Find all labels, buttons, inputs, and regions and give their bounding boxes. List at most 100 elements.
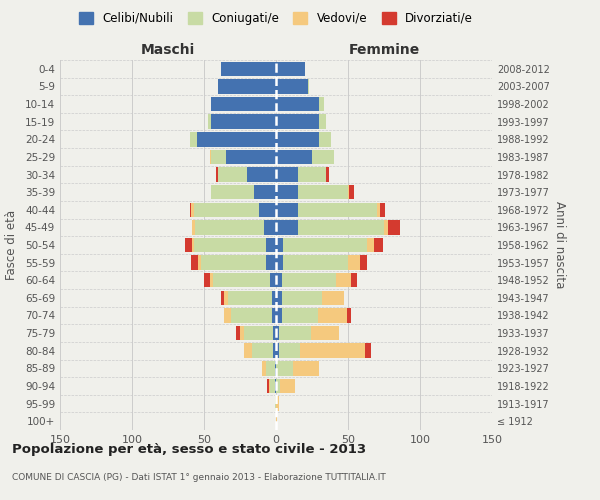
Bar <box>244 344 251 358</box>
Bar <box>298 220 384 234</box>
Bar <box>349 185 354 200</box>
Bar <box>377 202 380 217</box>
Bar <box>232 308 272 322</box>
Bar <box>293 361 319 376</box>
Bar <box>266 238 276 252</box>
Bar <box>190 132 197 146</box>
Bar <box>374 238 383 252</box>
Bar <box>351 273 356 287</box>
Bar <box>318 308 347 322</box>
Bar <box>218 79 276 94</box>
Bar <box>388 220 400 234</box>
Bar <box>197 132 276 146</box>
Bar <box>262 361 266 376</box>
Bar <box>221 62 276 76</box>
Bar <box>276 220 298 234</box>
Bar <box>282 290 322 305</box>
Bar <box>276 114 319 129</box>
Bar <box>201 256 266 270</box>
Bar <box>276 273 282 287</box>
Bar <box>308 79 309 94</box>
Bar <box>221 290 224 305</box>
Bar <box>259 202 276 217</box>
Bar <box>365 344 371 358</box>
Bar <box>190 202 191 217</box>
Bar <box>191 256 198 270</box>
Bar <box>208 114 211 129</box>
Bar <box>266 361 275 376</box>
Bar <box>270 378 275 393</box>
Bar <box>282 273 337 287</box>
Bar <box>211 150 226 164</box>
Bar <box>348 185 349 200</box>
Bar <box>359 256 367 270</box>
Bar <box>224 290 229 305</box>
Bar <box>210 273 212 287</box>
Bar <box>251 344 273 358</box>
Bar <box>224 308 232 322</box>
Text: Maschi: Maschi <box>141 44 195 58</box>
Bar <box>275 396 276 411</box>
Bar <box>276 308 282 322</box>
Bar <box>275 361 276 376</box>
Bar <box>276 132 319 146</box>
Text: Femmine: Femmine <box>349 44 419 58</box>
Bar <box>337 273 351 287</box>
Text: COMUNE DI CASCIA (PG) - Dati ISTAT 1° gennaio 2013 - Elaborazione TUTTITALIA.IT: COMUNE DI CASCIA (PG) - Dati ISTAT 1° ge… <box>12 472 386 482</box>
Legend: Celibi/Nubili, Coniugati/e, Vedovi/e, Divorziati/e: Celibi/Nubili, Coniugati/e, Vedovi/e, Di… <box>75 8 477 28</box>
Bar <box>268 378 269 393</box>
Bar <box>270 273 276 287</box>
Bar <box>215 168 218 181</box>
Bar <box>211 114 276 129</box>
Bar <box>276 256 283 270</box>
Bar <box>276 97 319 112</box>
Bar <box>211 185 254 200</box>
Bar <box>276 238 283 252</box>
Bar <box>266 256 276 270</box>
Bar <box>276 361 293 376</box>
Bar <box>276 378 280 393</box>
Bar <box>212 273 270 287</box>
Bar <box>276 396 279 411</box>
Bar <box>275 378 276 393</box>
Bar <box>311 326 340 340</box>
Bar <box>269 378 270 393</box>
Bar <box>191 202 194 217</box>
Bar <box>298 168 326 181</box>
Bar <box>273 344 276 358</box>
Bar <box>273 326 276 340</box>
Bar <box>283 238 367 252</box>
Bar <box>198 256 201 270</box>
Bar <box>312 150 334 164</box>
Y-axis label: Anni di nascita: Anni di nascita <box>553 202 566 288</box>
Bar <box>319 114 326 129</box>
Bar <box>194 202 259 217</box>
Bar <box>229 290 272 305</box>
Bar <box>276 79 308 94</box>
Bar <box>276 168 298 181</box>
Bar <box>194 238 266 252</box>
Bar <box>240 326 244 340</box>
Bar <box>254 185 276 200</box>
Bar <box>326 168 329 181</box>
Bar <box>276 326 279 340</box>
Bar <box>283 256 348 270</box>
Bar <box>301 344 365 358</box>
Bar <box>265 220 276 234</box>
Bar <box>279 326 311 340</box>
Bar <box>347 308 351 322</box>
Text: Popolazione per età, sesso e stato civile - 2013: Popolazione per età, sesso e stato civil… <box>12 442 366 456</box>
Bar <box>367 238 374 252</box>
Bar <box>276 202 298 217</box>
Bar <box>211 97 276 112</box>
Bar <box>193 220 196 234</box>
Bar <box>196 220 265 234</box>
Bar <box>193 238 194 252</box>
Bar <box>218 168 247 181</box>
Bar <box>236 326 240 340</box>
Bar <box>210 150 211 164</box>
Bar <box>322 290 344 305</box>
Bar <box>276 150 312 164</box>
Bar <box>204 273 210 287</box>
Bar <box>276 414 277 428</box>
